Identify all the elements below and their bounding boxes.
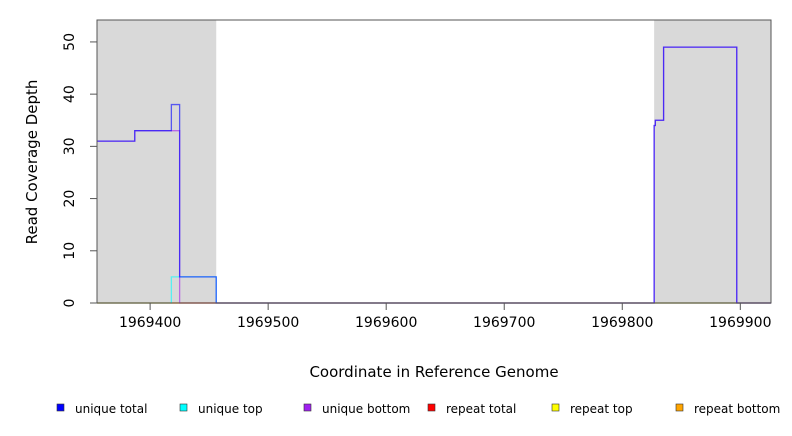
legend-swatch <box>427 403 436 412</box>
legend-swatch <box>551 403 560 412</box>
x-tick-label: 1969900 <box>709 315 771 331</box>
legend-swatch <box>675 403 684 412</box>
y-axis-label: Read Coverage Depth <box>23 80 41 245</box>
legend-label: repeat bottom <box>694 402 780 416</box>
shaded-region <box>97 20 217 303</box>
shaded-region <box>654 20 771 303</box>
shaded-regions <box>97 20 771 303</box>
legend: unique total unique top unique bottom repea… <box>56 402 780 416</box>
y-axis: 0 10 20 30 40 50 <box>62 33 97 307</box>
x-tick-label: 1969500 <box>237 315 299 331</box>
y-tick-label: 40 <box>62 85 78 103</box>
x-tick-label: 1969800 <box>591 315 653 331</box>
legend-swatch <box>56 403 65 412</box>
x-axis-label: Coordinate in Reference Genome <box>309 363 558 381</box>
x-tick-label: 1969400 <box>119 315 181 331</box>
y-tick-label: 30 <box>62 137 78 155</box>
legend-label: unique total <box>75 402 147 416</box>
legend-label: repeat top <box>570 402 633 416</box>
legend-label: unique bottom <box>322 402 410 416</box>
x-tick-label: 1969600 <box>355 315 417 331</box>
legend-swatch <box>303 403 312 412</box>
y-tick-label: 20 <box>62 190 78 208</box>
y-tick-label: 0 <box>62 299 78 308</box>
legend-swatch <box>179 403 188 412</box>
legend-label: unique top <box>198 402 263 416</box>
y-tick-label: 10 <box>62 242 78 260</box>
x-tick-label: 1969700 <box>473 315 535 331</box>
y-tick-label: 50 <box>62 33 78 51</box>
legend-label: repeat total <box>446 402 516 416</box>
x-axis: 1969400 1969500 1969600 1969700 1969800 19699… <box>119 302 771 331</box>
